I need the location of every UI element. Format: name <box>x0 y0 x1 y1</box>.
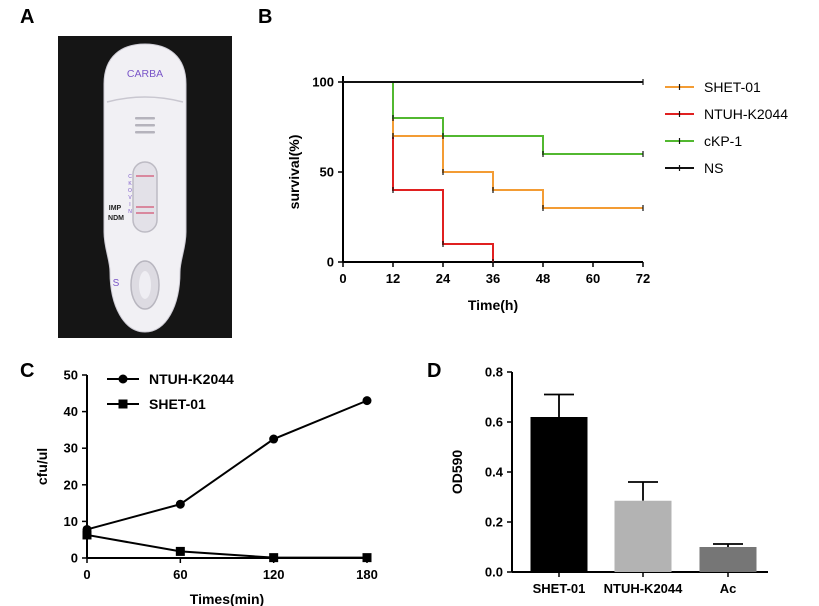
cfu-y-tick-label: 40 <box>64 404 78 419</box>
cfu-y-tick-label: 20 <box>64 477 78 492</box>
od-y-tick-label: 0.4 <box>485 465 504 480</box>
test-cassette-photo: CARBA C K O V I N IMP NDM S <box>58 36 232 338</box>
survival-y-tick-label: 0 <box>327 255 334 270</box>
survival-x-tick-label: 60 <box>586 271 600 286</box>
cfu-y-axis-label: cfu/ul <box>34 448 50 485</box>
cfu-x-tick-label: 60 <box>173 567 187 582</box>
panel-b-label: B <box>258 6 273 28</box>
line-letter-v: V <box>128 195 132 201</box>
survival-x-tick-label: 48 <box>536 271 550 286</box>
line-letter-c: C <box>128 174 132 180</box>
od-y-tick-label: 0.0 <box>485 565 503 580</box>
cfu-point-circle <box>362 396 372 406</box>
od-y-tick-label: 0.2 <box>485 515 503 530</box>
survival-legend-label-shet-01: SHET-01 <box>704 79 761 95</box>
od-y-tick-label: 0.6 <box>485 415 503 430</box>
line-letter-i: I <box>129 202 130 208</box>
cfu-line-ntuh-k2044 <box>86 399 368 531</box>
line-letter-k: K <box>128 181 132 187</box>
cfu-y-tick-label: 0 <box>71 551 78 566</box>
cfu-x-tick-label: 0 <box>83 567 90 582</box>
cfu-line-shet-01 <box>86 533 367 559</box>
survival-y-tick-label: 50 <box>320 165 334 180</box>
survival-x-tick-label: 24 <box>436 271 451 286</box>
cfu-point-circle <box>175 499 185 509</box>
survival-y-axis-label: survival(%) <box>286 135 302 210</box>
survival-x-tick-label: 36 <box>486 271 500 286</box>
cfu-legend-marker-circle <box>118 374 128 384</box>
cfu-x-tick-label: 180 <box>356 567 378 582</box>
survival-x-tick-label: 0 <box>339 271 346 286</box>
sample-label: S <box>113 278 120 289</box>
survival-y-tick-label: 100 <box>312 75 334 90</box>
panel-d-label: D <box>427 360 442 382</box>
survival-x-tick-label: 72 <box>636 271 650 286</box>
imp-label: IMP <box>109 205 122 212</box>
od-category-label-ntuh-k2044: NTUH-K2044 <box>604 581 684 596</box>
cfu-legend-label-shet-01: SHET-01 <box>149 396 206 412</box>
od-category-label-ac: Ac <box>720 581 737 596</box>
line-letter-o: O <box>128 188 132 194</box>
survival-legend-label-ckp-1: cKP-1 <box>704 133 742 149</box>
cfu-legend-marker-square <box>118 399 128 409</box>
panel-c-label: C <box>20 360 35 382</box>
ndm-label: NDM <box>108 215 124 222</box>
survival-x-axis-label: Time(h) <box>468 297 518 313</box>
cfu-x-tick-label: 120 <box>263 567 285 582</box>
cfu-point-square <box>269 553 279 563</box>
cfu-point-circle <box>269 434 279 444</box>
survival-legend-label-ns: NS <box>704 160 723 176</box>
od-bar-shet-01 <box>530 417 588 572</box>
cfu-point-square <box>362 553 372 563</box>
survival-line-ckp-1 <box>343 81 643 155</box>
cfu-y-tick-label: 10 <box>64 514 78 529</box>
od-y-axis-label: OD590 <box>449 450 465 495</box>
od-bar-ac <box>699 547 757 572</box>
survival-legend-label-ntuh-k2044: NTUH-K2044 <box>704 106 788 122</box>
cassette-label: CARBA <box>127 68 163 80</box>
line-letter-n: N <box>128 209 132 215</box>
cfu-y-tick-label: 50 <box>64 368 78 383</box>
panel-a-label: A <box>20 6 35 28</box>
cfu-y-tick-label: 30 <box>64 441 78 456</box>
od-bar-ntuh-k2044 <box>614 500 672 572</box>
od-y-tick-label: 0.8 <box>485 365 503 380</box>
cfu-point-square <box>175 546 185 556</box>
od-category-label-shet-01: SHET-01 <box>533 581 586 596</box>
cfu-legend-label-ntuh-k2044: NTUH-K2044 <box>149 371 234 387</box>
result-window <box>132 161 158 233</box>
cfu-x-axis-label: Times(min) <box>190 591 264 606</box>
cfu-point-square <box>82 530 92 540</box>
survival-x-tick-label: 12 <box>386 271 400 286</box>
